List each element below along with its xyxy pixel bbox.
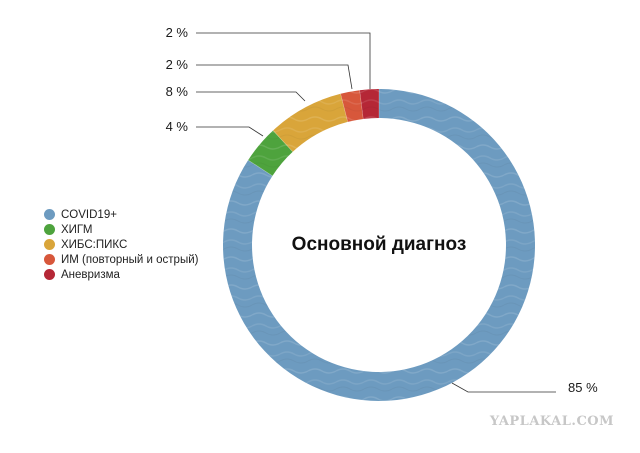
watermark: YAPLAKAL.COM (489, 414, 614, 429)
legend: COVID19+ ХИГМ ХИБС:ПИКС ИМ (повторный и ост… (44, 207, 198, 282)
slice-separator (340, 93, 349, 122)
percent-label-1: 85 % (568, 380, 598, 395)
slice-texture-4 (340, 90, 364, 122)
slice-separator (247, 159, 273, 177)
percent-label-2: 4 % (166, 119, 189, 134)
percent-label-5: 2 % (166, 25, 189, 40)
percent-labels: 85 % 4 % 8 % 2 % 2 % (166, 25, 598, 395)
donut-texture (223, 89, 535, 401)
legend-label: COVID19+ (61, 208, 117, 221)
leader-line-5 (196, 32, 371, 89)
legend-swatch (44, 209, 55, 220)
legend-label: ХИГМ (61, 223, 93, 236)
legend-swatch (44, 269, 55, 280)
leader-line-1 (451, 382, 556, 393)
leader-line-2 (196, 126, 264, 137)
chart-title: Основной диагноз (292, 234, 467, 255)
legend-item: Аневризма (44, 267, 198, 282)
legend-item: ХИГМ (44, 222, 198, 237)
legend-label: Аневризма (61, 268, 120, 281)
slice-texture-2 (248, 130, 293, 176)
slice-texture-5 (359, 89, 379, 119)
legend-item: ХИБС:ПИКС (44, 237, 198, 252)
legend-swatch (44, 239, 55, 250)
slice-separator (272, 130, 293, 152)
percent-label-4: 2 % (166, 57, 189, 72)
legend-swatch (44, 224, 55, 235)
legend-label: ИМ (повторный и острый) (61, 253, 199, 266)
legend-label: ХИБС:ПИКС (61, 238, 128, 251)
legend-swatch (44, 254, 55, 265)
slice-texture-3 (273, 93, 348, 152)
slice-separator (359, 90, 364, 120)
legend-item: COVID19+ (44, 207, 198, 222)
legend-item: ИМ (повторный и острый) (44, 252, 198, 267)
percent-label-3: 8 % (166, 84, 189, 99)
leader-line-4 (196, 64, 353, 90)
leader-line-3 (196, 91, 306, 102)
leader-lines (196, 32, 556, 393)
